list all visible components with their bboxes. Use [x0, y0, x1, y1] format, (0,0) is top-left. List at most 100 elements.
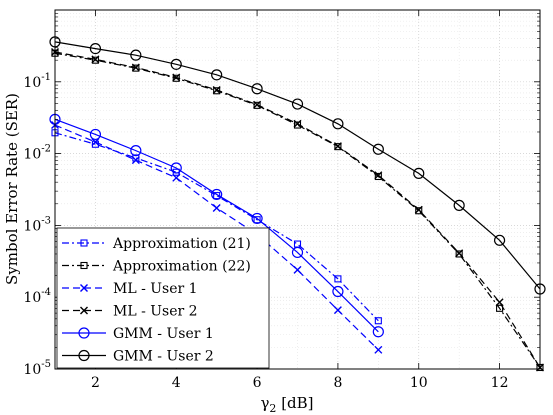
legend-entry: Approximation (22) — [62, 259, 251, 275]
data-point — [91, 55, 100, 64]
x-axis-subscript: 2 — [269, 402, 276, 415]
data-point — [455, 250, 463, 258]
y-tick-base: 10 — [23, 290, 41, 306]
data-point — [132, 64, 140, 72]
data-point — [496, 304, 504, 312]
legend-label: ML - User 1 — [113, 281, 198, 297]
data-point — [211, 188, 223, 201]
legend-marker — [80, 261, 88, 270]
x-marker-stroke — [172, 73, 181, 82]
data-point — [212, 203, 221, 212]
x-marker-stroke — [91, 138, 100, 147]
x-marker-stroke — [455, 249, 464, 258]
data-point — [130, 49, 142, 61]
data-point — [374, 172, 382, 181]
x-tick-label: 4 — [172, 375, 181, 391]
x-marker-stroke — [212, 85, 221, 94]
legend-marker — [80, 306, 88, 315]
data-point — [374, 345, 383, 354]
data-point — [251, 83, 263, 95]
data-point — [293, 265, 302, 274]
y-tick-base: 10 — [23, 147, 41, 163]
data-point — [374, 171, 383, 180]
data-point — [251, 212, 263, 225]
x-marker-stroke — [131, 63, 140, 72]
legend-label: GMM - User 2 — [113, 349, 214, 365]
y-tick-label: 10-3 — [23, 215, 51, 234]
data-point — [334, 275, 342, 283]
legend-entry: GMM - User 1 — [62, 326, 214, 342]
data-point — [131, 156, 140, 165]
legend-label: GMM - User 1 — [113, 326, 214, 342]
y-tick-exponent: -5 — [41, 359, 51, 370]
y-tick-exponent: -3 — [41, 215, 51, 226]
data-point — [374, 317, 382, 325]
series-6 — [49, 36, 546, 295]
y-tick-base: 10 — [23, 362, 41, 378]
data-point — [414, 205, 423, 214]
data-point — [332, 285, 344, 298]
series-4 — [51, 48, 544, 372]
legend-marker — [80, 239, 88, 247]
y-tick-exponent: -4 — [41, 287, 51, 298]
data-point — [89, 128, 102, 141]
data-point — [333, 306, 342, 315]
x-marker-stroke — [212, 203, 221, 212]
legend-entry: ML - User 1 — [62, 281, 198, 297]
x-marker-stroke — [374, 171, 383, 180]
x-tick-label: 10 — [410, 375, 428, 391]
x-axis-label: γ2 [dB] — [260, 394, 313, 415]
legend-marker — [78, 349, 90, 362]
legend-entry: Approximation (21) — [62, 236, 251, 252]
data-point — [172, 173, 181, 182]
x-marker-stroke — [293, 119, 302, 128]
series-layer — [49, 36, 546, 372]
legend-marker — [78, 327, 90, 339]
x-marker-stroke — [172, 173, 181, 182]
x-axis-symbol: γ — [260, 394, 269, 412]
legend-label: Approximation (22) — [112, 259, 251, 275]
data-point — [455, 249, 464, 258]
legend-entry: GMM - User 2 — [62, 349, 214, 365]
data-point — [170, 58, 182, 70]
data-point — [291, 98, 304, 110]
y-tick-label: 10-1 — [23, 72, 51, 91]
data-point — [89, 42, 102, 55]
x-marker-stroke — [80, 284, 88, 292]
data-point — [212, 85, 221, 94]
x-marker-stroke — [495, 298, 504, 307]
data-point — [172, 73, 181, 82]
data-point — [334, 143, 342, 151]
data-point — [413, 167, 425, 179]
data-point — [293, 119, 302, 128]
legend-label: ML - User 2 — [113, 304, 198, 320]
y-tick-base: 10 — [23, 75, 41, 91]
data-point — [493, 234, 506, 246]
y-tick-label: 10-4 — [23, 287, 51, 306]
data-point — [291, 246, 304, 259]
x-marker-stroke — [253, 100, 262, 109]
x-marker-stroke — [131, 156, 140, 165]
x-axis-unit: [dB] — [276, 394, 313, 412]
x-marker-stroke — [333, 142, 342, 151]
data-point — [415, 207, 423, 215]
x-tick-label: 2 — [91, 375, 100, 391]
tick-labels: 10-510-410-310-210-12 4 6 8 10 12 — [23, 72, 508, 391]
y-tick-label: 10-5 — [23, 359, 51, 378]
data-point — [170, 162, 182, 174]
series-line — [54, 118, 379, 333]
axis-ticks — [55, 10, 540, 370]
y-axis-label: Symbol Error Rate (SER) — [3, 93, 21, 285]
legend-label: Approximation (21) — [112, 236, 251, 252]
x-marker-stroke — [91, 55, 100, 64]
series-5 — [49, 113, 384, 338]
data-point — [131, 63, 140, 72]
legend-marker — [80, 284, 88, 292]
x-tick-label: 6 — [253, 375, 262, 391]
x-marker-stroke — [80, 306, 88, 315]
x-marker-stroke — [414, 205, 423, 214]
x-marker-stroke — [374, 345, 383, 354]
legend: Approximation (21) Approximation (22) ML -… — [56, 227, 270, 369]
plot-frame — [54, 9, 541, 370]
